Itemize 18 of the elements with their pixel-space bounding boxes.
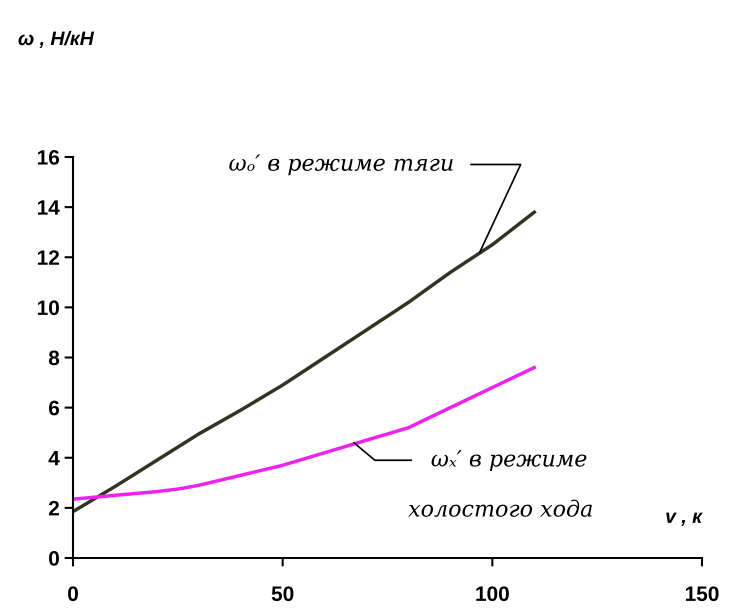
y-tick-label: 0 bbox=[49, 551, 59, 566]
y-tick-label: 2 bbox=[48, 500, 59, 516]
y-tick-label: 10 bbox=[38, 300, 59, 316]
y-tick-label: 8 bbox=[48, 350, 60, 366]
x-tick-label: 100 bbox=[476, 586, 509, 602]
y-tick-label: 16 bbox=[38, 150, 60, 165]
text: ω , Н/кН bbox=[18, 30, 94, 48]
y-tick-label: 14 bbox=[38, 200, 60, 215]
annotation: холостого хода bbox=[408, 500, 592, 517]
x-tick-label: 50 bbox=[272, 586, 294, 602]
y-tick-label: 4 bbox=[48, 450, 60, 466]
y-tick-label: 12 bbox=[38, 250, 59, 265]
x-tick-label: 150 bbox=[686, 586, 719, 602]
annotation: ωₒ′ в режиме тяги bbox=[229, 154, 453, 176]
x-axis-title: v , к bbox=[666, 512, 703, 526]
x-tick-label: 0 bbox=[68, 586, 78, 602]
y-tick-label: 6 bbox=[48, 400, 60, 416]
annotation: ωₓ′ в режиме bbox=[432, 450, 586, 472]
